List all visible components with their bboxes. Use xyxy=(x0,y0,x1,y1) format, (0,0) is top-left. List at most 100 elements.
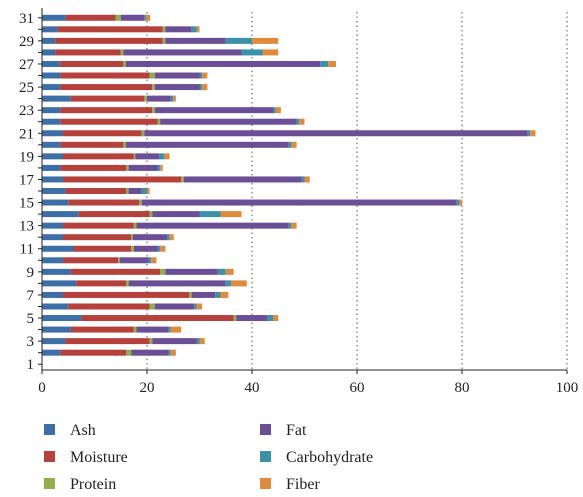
legend-item-ash: Ash xyxy=(44,422,96,439)
bar-segment-moisture xyxy=(60,107,153,114)
bar-segment-moisture xyxy=(70,326,134,333)
bar-segment-ash xyxy=(42,141,61,148)
bar-segment-fiber xyxy=(202,84,208,91)
bar-segment-moisture xyxy=(63,130,142,137)
bar-segment-protein xyxy=(189,291,192,298)
bar-segment-carbohydrate xyxy=(168,349,171,356)
bar-segment-moisture xyxy=(63,176,182,183)
bar-segment-protein xyxy=(126,187,129,195)
bar-segment-fiber xyxy=(173,95,176,102)
bar-segment-fat xyxy=(236,315,268,322)
bar-segment-protein xyxy=(123,141,126,148)
bar-segment-protein xyxy=(115,14,121,21)
bar-segment-ash xyxy=(42,14,66,21)
y-tick-label: 13 xyxy=(19,219,34,235)
bar-segment-fiber xyxy=(252,37,279,44)
bar-segment-carbohydrate xyxy=(170,95,174,102)
bar-segment-fat xyxy=(119,257,149,264)
bar-segment-fat xyxy=(132,234,167,241)
bar-segment-moisture xyxy=(73,245,132,252)
bar-segment-protein xyxy=(141,130,145,137)
bar-segment-carbohydrate xyxy=(141,187,147,195)
bar-segment-carbohydrate xyxy=(527,130,531,137)
bar-segment-ash xyxy=(42,72,61,79)
bar-segment-fat xyxy=(136,326,168,333)
bar-segment-moisture xyxy=(55,37,163,44)
bar-segment-ash xyxy=(42,26,58,33)
bar-segment-protein xyxy=(152,107,155,114)
bar-segment-fat xyxy=(154,84,200,91)
bar-segment-moisture xyxy=(68,199,140,206)
y-tick-label: 19 xyxy=(19,149,34,165)
legend-item-protein: Protein xyxy=(44,476,116,493)
bar-segment-fiber xyxy=(145,14,151,21)
bar-segment-carbohydrate xyxy=(301,176,305,183)
bar-segment-ash xyxy=(42,338,66,345)
bar-segment-moisture xyxy=(65,187,126,195)
bar-segment-fiber xyxy=(151,257,157,264)
bar-segment-moisture xyxy=(63,257,119,264)
bar-segment-carbohydrate xyxy=(194,303,197,310)
legend-item-carbohydrate: Carbohydrate xyxy=(260,449,373,466)
bar-segment-fiber xyxy=(220,291,229,298)
bar-segment-fat xyxy=(131,349,168,356)
bar-segment-fiber xyxy=(220,211,242,218)
bar-segment-protein xyxy=(126,280,129,287)
bar-segment-ash xyxy=(42,349,61,356)
bar-segment-fiber xyxy=(169,234,174,241)
bar-segment-fat xyxy=(133,245,158,252)
x-tick-label: 40 xyxy=(245,380,260,396)
legend-swatch xyxy=(260,478,271,489)
bar-segment-protein xyxy=(131,234,133,241)
bar-segment-protein xyxy=(160,268,166,275)
legend-label: Moisture xyxy=(70,449,128,466)
bar-segment-protein xyxy=(133,326,137,333)
bar-segment-ash xyxy=(42,118,61,125)
bar-segment-ash xyxy=(42,107,61,114)
bar-segment-protein xyxy=(149,211,153,218)
bar-segment-carbohydrate xyxy=(159,153,165,160)
bar-segment-protein xyxy=(139,199,142,206)
bar-segment-moisture xyxy=(60,349,126,356)
bar-segment-fat xyxy=(135,153,160,160)
bar-segment-ash xyxy=(42,291,63,298)
bar-segment-moisture xyxy=(68,303,150,310)
bar-segment-fiber xyxy=(273,315,279,322)
bar-segment-moisture xyxy=(60,164,126,171)
bar-segment-ash xyxy=(42,176,63,183)
bar-segment-protein xyxy=(144,95,147,102)
bar-segment-moisture xyxy=(60,72,150,79)
bar-segment-fat xyxy=(120,14,145,21)
bar-segment-protein xyxy=(133,222,137,229)
bar-segment-carbohydrate xyxy=(199,211,221,218)
bar-segment-ash xyxy=(42,84,61,91)
bar-segment-moisture xyxy=(63,153,134,160)
bar-segment-fiber xyxy=(160,245,166,252)
y-tick-label: 21 xyxy=(19,126,34,142)
bar-segment-fiber xyxy=(275,107,281,114)
bar-segment-protein xyxy=(162,26,166,33)
bar-segment-moisture xyxy=(78,211,150,218)
gridlines xyxy=(146,12,568,370)
bar-segment-protein xyxy=(149,72,155,79)
bar-segment-fiber xyxy=(164,153,170,160)
bar-segment-fat xyxy=(165,37,226,44)
bar-segment-fat xyxy=(154,72,200,79)
bar-segment-ash xyxy=(42,199,69,206)
bar-segment-fat xyxy=(152,211,200,218)
bar-segment-carbohydrate xyxy=(168,326,171,333)
bar-segment-carbohydrate xyxy=(196,338,200,345)
x-tick-label: 60 xyxy=(350,380,365,396)
bar-segment-fiber xyxy=(196,26,200,33)
bar-segment-ash xyxy=(42,222,63,229)
y-tick-label: 9 xyxy=(27,265,35,281)
bar-segment-carbohydrate xyxy=(241,49,263,56)
bar-segment-ash xyxy=(42,153,63,160)
bar-segment-protein xyxy=(123,60,126,67)
bar-segment-moisture xyxy=(63,234,132,241)
bar-segment-moisture xyxy=(70,268,161,275)
bar-segment-ash xyxy=(42,37,56,44)
bar-segment-fat xyxy=(126,141,289,148)
bar-segment-ash xyxy=(42,234,63,241)
legend-item-fiber: Fiber xyxy=(260,476,320,493)
